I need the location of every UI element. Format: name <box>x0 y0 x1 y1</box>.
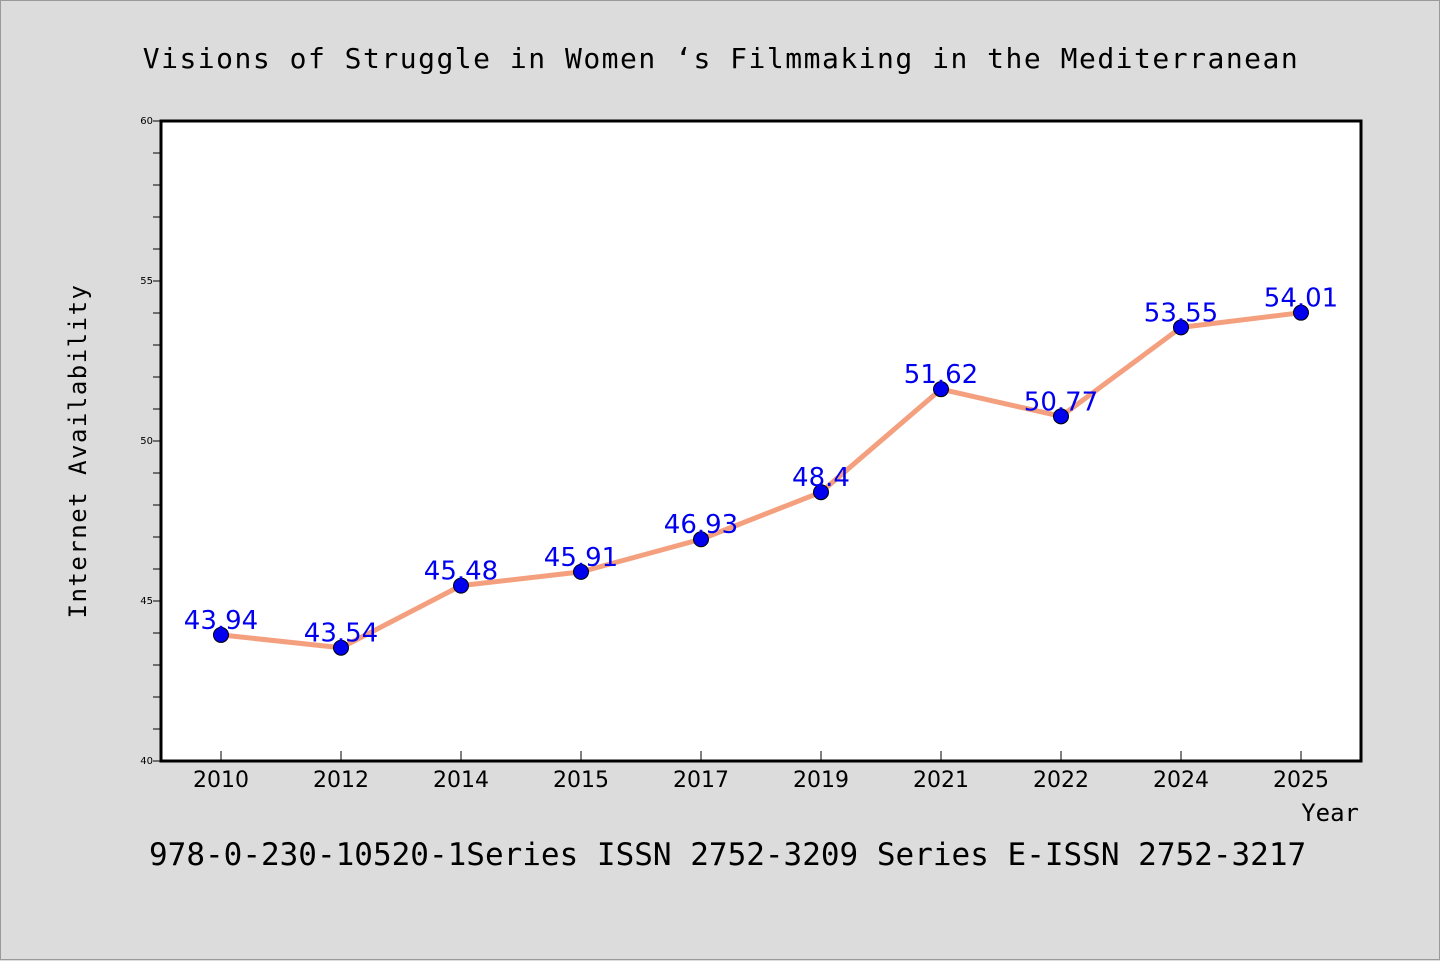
data-point-marker <box>1173 319 1189 336</box>
data-point-marker <box>213 626 229 643</box>
series-layer <box>213 304 1309 656</box>
x-tick-label: 2015 <box>553 768 609 793</box>
data-point-marker <box>1293 304 1309 321</box>
data-point-marker <box>933 381 949 398</box>
y-tick-label: 45 <box>140 596 153 607</box>
y-axis-label: Internet Availability <box>64 284 92 619</box>
data-label: 48.4 <box>792 463 850 493</box>
data-point-marker <box>573 563 589 580</box>
x-tick-label: 2024 <box>1153 768 1209 793</box>
plot-area <box>159 119 1363 763</box>
data-label: 43.94 <box>184 606 258 636</box>
x-tick-label: 2014 <box>433 768 489 793</box>
x-tick-label: 2012 <box>313 768 369 793</box>
data-point-marker <box>693 531 709 548</box>
data-point-marker <box>813 484 829 501</box>
y-tick-label: 60 <box>140 116 153 127</box>
x-axis-label: Year <box>1301 799 1359 827</box>
x-tick-label: 2010 <box>193 768 249 793</box>
y-tick-label: 55 <box>140 276 153 287</box>
data-label: 43.54 <box>304 619 378 649</box>
x-tick-label: 2019 <box>793 768 849 793</box>
y-tick-label: 50 <box>140 436 153 447</box>
chart-title: Visions of Struggle in Women ‘s Filmmaki… <box>143 42 1300 75</box>
y-axis-ticks: 40 45 50 55 60 <box>140 116 161 767</box>
data-label: 50.77 <box>1024 387 1098 417</box>
data-point-marker <box>333 639 349 656</box>
data-point-marker <box>1053 408 1069 425</box>
data-label: 51.62 <box>904 360 978 390</box>
footer-isbn-issn: 978-0-230-10520-1Series ISSN 2752-3209 S… <box>149 837 1306 873</box>
data-point-marker <box>453 577 469 594</box>
x-tick-label: 2021 <box>913 768 969 793</box>
data-label: 53.55 <box>1144 298 1218 328</box>
x-tick-label: 2022 <box>1033 768 1089 793</box>
x-tick-label: 2025 <box>1273 768 1329 793</box>
data-label: 54.01 <box>1264 284 1338 314</box>
data-label: 46.93 <box>664 510 738 540</box>
data-labels: 43.94 43.54 45.48 45.91 46.93 48.4 51.62 50.77 5… <box>184 284 1338 649</box>
x-tick-label: 2017 <box>673 768 729 793</box>
data-label: 45.91 <box>544 543 618 573</box>
data-label: 45.48 <box>424 557 498 587</box>
y-tick-label: 40 <box>140 756 153 767</box>
series-line <box>218 310 1304 651</box>
x-axis-ticks: 2010 2012 2014 2015 2017 2019 2021 2022 2024 2025 <box>193 751 1329 793</box>
